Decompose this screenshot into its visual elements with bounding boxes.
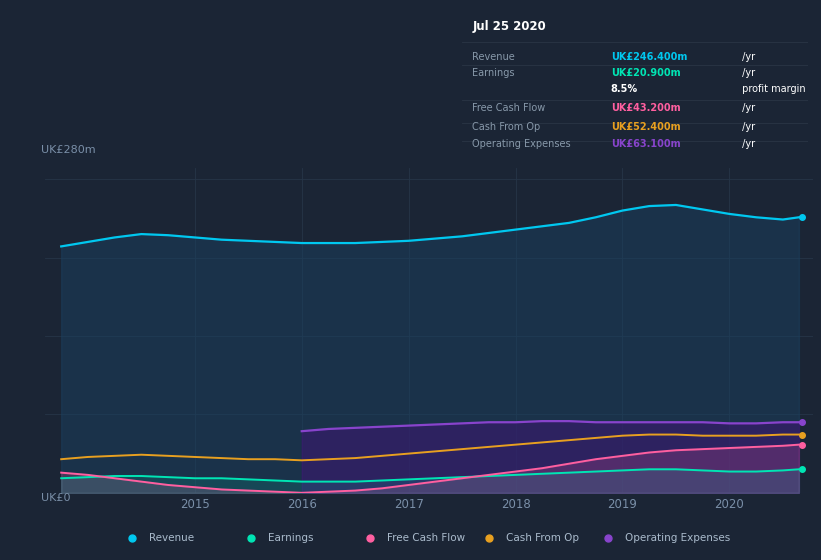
Text: Cash From Op: Cash From Op: [472, 122, 541, 132]
Text: /yr: /yr: [739, 103, 755, 113]
Text: Free Cash Flow: Free Cash Flow: [387, 533, 466, 543]
Text: /yr: /yr: [739, 68, 755, 78]
Text: Earnings: Earnings: [268, 533, 314, 543]
Text: UK£52.400m: UK£52.400m: [611, 122, 681, 132]
Text: UK£43.200m: UK£43.200m: [611, 103, 681, 113]
Text: Revenue: Revenue: [149, 533, 194, 543]
Text: Revenue: Revenue: [472, 52, 515, 62]
Text: Free Cash Flow: Free Cash Flow: [472, 103, 546, 113]
Text: Jul 25 2020: Jul 25 2020: [472, 20, 546, 33]
Text: Earnings: Earnings: [472, 68, 515, 78]
Text: 8.5%: 8.5%: [611, 84, 638, 94]
Text: /yr: /yr: [739, 139, 755, 149]
Text: UK£20.900m: UK£20.900m: [611, 68, 681, 78]
Text: UK£0: UK£0: [41, 493, 71, 503]
Text: UK£63.100m: UK£63.100m: [611, 139, 681, 149]
Text: UK£246.400m: UK£246.400m: [611, 52, 687, 62]
Text: Cash From Op: Cash From Op: [506, 533, 579, 543]
Text: profit margin: profit margin: [739, 84, 805, 94]
Text: /yr: /yr: [739, 122, 755, 132]
Text: Operating Expenses: Operating Expenses: [472, 139, 571, 149]
Text: /yr: /yr: [739, 52, 755, 62]
Text: UK£280m: UK£280m: [41, 145, 96, 155]
Text: Operating Expenses: Operating Expenses: [625, 533, 731, 543]
